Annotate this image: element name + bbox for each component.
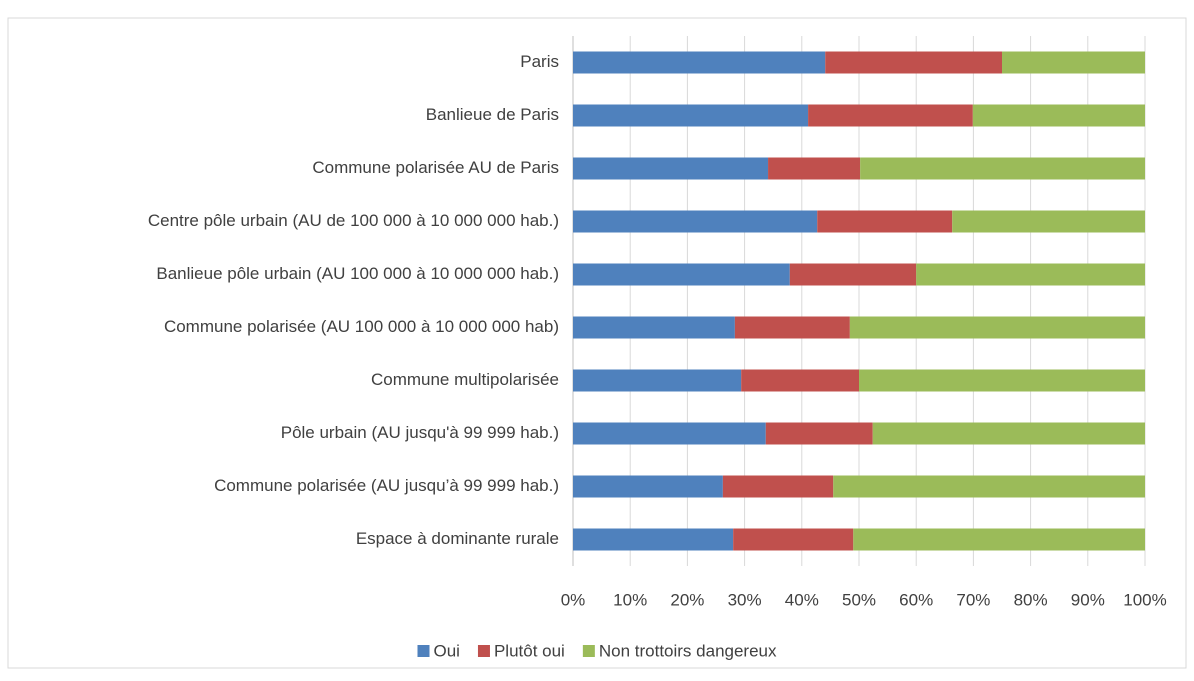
bar-segment bbox=[789, 263, 917, 286]
bar-segment bbox=[573, 51, 826, 74]
y-tick-label: Pôle urbain (AU jusqu'à 99 999 hab.) bbox=[281, 423, 559, 442]
bar-segment bbox=[860, 157, 1145, 180]
y-tick-label: Paris bbox=[520, 52, 559, 71]
bar-segment bbox=[722, 475, 834, 498]
x-tick-label: 50% bbox=[842, 590, 876, 609]
x-tick-label: 80% bbox=[1014, 590, 1048, 609]
y-tick-label: Commune multipolarisée bbox=[371, 370, 559, 389]
x-tick-label: 60% bbox=[899, 590, 933, 609]
bar-segment bbox=[808, 104, 973, 127]
bar-segment bbox=[859, 369, 1145, 392]
bar-segment bbox=[733, 528, 854, 551]
x-tick-label: 20% bbox=[670, 590, 704, 609]
y-tick-label: Espace à dominante rurale bbox=[356, 529, 559, 548]
bar-segment bbox=[768, 157, 861, 180]
legend-swatch bbox=[477, 645, 490, 657]
bar-segment bbox=[872, 422, 1145, 445]
bar-segment bbox=[972, 104, 1145, 127]
bar-segment bbox=[573, 157, 769, 180]
bar-segment bbox=[573, 316, 735, 339]
bar-segment bbox=[916, 263, 1145, 286]
x-tick-label: 90% bbox=[1071, 590, 1105, 609]
x-tick-label: 70% bbox=[956, 590, 990, 609]
y-tick-label: Commune polarisée (AU 100 000 à 10 000 0… bbox=[164, 317, 559, 336]
bar-segment bbox=[765, 422, 873, 445]
bar-segment bbox=[573, 263, 790, 286]
bar-segment bbox=[952, 210, 1145, 233]
bar-segment bbox=[825, 51, 1002, 74]
bar-segment bbox=[573, 369, 742, 392]
bar-segment bbox=[849, 316, 1145, 339]
bar-segment bbox=[573, 528, 734, 551]
bar-segment bbox=[817, 210, 953, 233]
bar-segment bbox=[741, 369, 859, 392]
bar-segment bbox=[1002, 51, 1145, 74]
y-tick-label: Banlieue pôle urbain (AU 100 000 à 10 00… bbox=[156, 264, 559, 283]
bar-segment bbox=[573, 475, 723, 498]
bar-segment bbox=[833, 475, 1145, 498]
y-tick-label: Banlieue de Paris bbox=[426, 105, 559, 124]
bar-segment bbox=[734, 316, 850, 339]
legend-label: Oui bbox=[433, 641, 459, 660]
bar-segment bbox=[573, 104, 809, 127]
y-tick-label: Commune polarisée (AU jusqu’à 99 999 hab… bbox=[214, 476, 559, 495]
legend-label: Non trottoirs dangereux bbox=[599, 641, 777, 660]
bar-segment bbox=[573, 210, 818, 233]
bar-segment bbox=[853, 528, 1145, 551]
x-tick-label: 30% bbox=[728, 590, 762, 609]
y-tick-label: Centre pôle urbain (AU de 100 000 à 10 0… bbox=[148, 211, 559, 230]
legend-swatch bbox=[417, 645, 430, 657]
x-tick-label: 40% bbox=[785, 590, 819, 609]
x-tick-label: 100% bbox=[1123, 590, 1166, 609]
legend-swatch bbox=[582, 645, 595, 657]
bar-segment bbox=[573, 422, 766, 445]
x-tick-label: 10% bbox=[613, 590, 647, 609]
legend-label: Plutôt oui bbox=[494, 641, 565, 660]
x-tick-label: 0% bbox=[561, 590, 586, 609]
y-tick-label: Commune polarisée AU de Paris bbox=[312, 158, 559, 177]
